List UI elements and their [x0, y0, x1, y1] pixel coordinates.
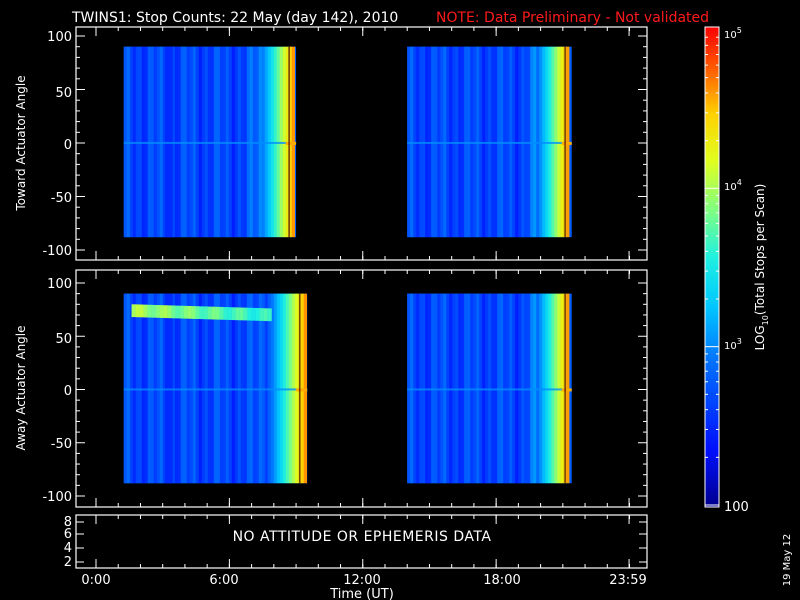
ytick-label: 100 — [47, 277, 72, 292]
heatmap-band — [139, 304, 144, 318]
zero-angle-band — [561, 141, 572, 145]
heatmap-band — [183, 305, 188, 319]
heatmap-band — [207, 306, 212, 320]
colorbar-ticks — [705, 36, 719, 506]
heatmap-band — [143, 304, 148, 318]
heatmap-band — [251, 307, 256, 321]
xtick-label: 18:00 — [483, 573, 520, 588]
chart-title: TWINS1: Stop Counts: 22 May (day 142), 2… — [71, 10, 398, 26]
ytick-label: 0 — [64, 138, 72, 153]
colorbar-label-main: LOG — [753, 325, 767, 350]
zero-angle-band — [407, 388, 572, 391]
colorbar-tick-label: 104 — [724, 178, 742, 193]
xtick-label: 23:59 — [609, 573, 646, 588]
panel-middle-frame — [75, 269, 648, 508]
heatmap-edge — [564, 293, 566, 484]
colorbar — [705, 27, 719, 507]
heatmap-band — [215, 306, 220, 320]
heatmap-band — [239, 307, 244, 321]
heatmap-edge — [288, 46, 290, 238]
heatmap-band — [203, 306, 208, 320]
ytick-label: 0 — [64, 384, 72, 399]
heatmap-band — [187, 305, 192, 319]
heatmap-band — [211, 306, 216, 320]
heatmap-band — [227, 307, 232, 320]
heatmap-edge — [564, 46, 566, 238]
xtick-labels: 0:00 6:00 12:00 18:00 23:59 — [81, 573, 646, 588]
zero-angle-band — [407, 141, 572, 144]
heatmap-band — [151, 304, 156, 318]
panel-bottom-frame — [75, 514, 648, 569]
footer-date: 19 May 12 — [782, 534, 793, 586]
colorbar-label: LOG10(Total Stops per Scan) — [753, 184, 770, 351]
heatmap-layer — [123, 46, 572, 484]
xtick-label: 0:00 — [81, 573, 110, 588]
panel-middle-ytick-labels: 100 50 0 -50 -100 — [42, 277, 72, 505]
heatmap-band — [167, 305, 172, 319]
panel-middle-ylabel: Away Actuator Angle — [14, 325, 28, 450]
heatmap-band — [179, 305, 184, 319]
heatmap-band — [235, 307, 240, 321]
axis-ticks — [76, 27, 647, 568]
heatmap-band — [247, 307, 252, 321]
heatmap-band — [243, 307, 248, 321]
heatmap-band — [155, 305, 160, 318]
x-axis-label: Time (UT) — [329, 587, 394, 600]
no-data-message: NO ATTITUDE OR EPHEMERIS DATA — [233, 529, 492, 545]
heatmap-band — [259, 308, 264, 321]
heatmap-band — [191, 306, 196, 319]
zero-angle-band — [123, 141, 297, 144]
ytick-label: 4 — [64, 541, 72, 556]
zero-angle-band — [561, 388, 572, 392]
xtick-label: 12:00 — [343, 573, 380, 588]
colorbar-frame — [704, 26, 720, 508]
heatmap-band — [159, 305, 164, 318]
zero-angle-band — [285, 141, 297, 145]
heatmap-band — [131, 304, 136, 318]
heatmap-band — [171, 305, 176, 319]
ytick-label: -50 — [51, 437, 72, 452]
ytick-label: 6 — [64, 527, 72, 542]
ytick-label: 50 — [55, 86, 72, 101]
heatmap-band — [255, 308, 260, 321]
heatmap-band — [195, 306, 200, 319]
heatmap-band — [147, 304, 152, 318]
ytick-label: 50 — [55, 332, 72, 347]
heatmap-band — [163, 305, 168, 319]
ytick-label: -100 — [42, 490, 72, 505]
zero-angle-band — [296, 388, 308, 392]
panel-bottom-ytick-labels: 8 6 4 2 — [64, 515, 72, 570]
heatmap-band — [219, 306, 224, 320]
ytick-label: 100 — [47, 30, 72, 45]
heatmap-band — [231, 307, 236, 321]
heatmap-band — [135, 304, 140, 318]
heatmap-band — [263, 308, 268, 322]
colorbar-label-rest: (Total Stops per Scan) — [753, 184, 767, 315]
panel-top-ylabel: Toward Actuator Angle — [14, 75, 28, 211]
heatmap-edge — [298, 293, 301, 484]
colorbar-tick-label: 105 — [724, 26, 742, 41]
heatmap-band — [175, 305, 180, 319]
ytick-label: 8 — [64, 515, 72, 530]
ytick-label: 2 — [64, 555, 72, 570]
heatmap-band — [267, 308, 272, 322]
panel-top-ytick-labels: 100 50 0 -50 -100 — [42, 30, 72, 259]
colorbar-tick-label: 100 — [724, 500, 749, 515]
colorbar-label-sub: 10 — [761, 315, 770, 325]
preliminary-warning: NOTE: Data Preliminary - Not validated — [436, 10, 709, 26]
heatmap-band — [199, 306, 204, 320]
colorbar-tick-label: 103 — [724, 337, 742, 352]
heatmap-band — [223, 307, 228, 320]
zero-angle-band — [123, 388, 308, 391]
ytick-label: -50 — [51, 191, 72, 206]
ytick-label: -100 — [42, 244, 72, 259]
xtick-label: 6:00 — [209, 573, 238, 588]
